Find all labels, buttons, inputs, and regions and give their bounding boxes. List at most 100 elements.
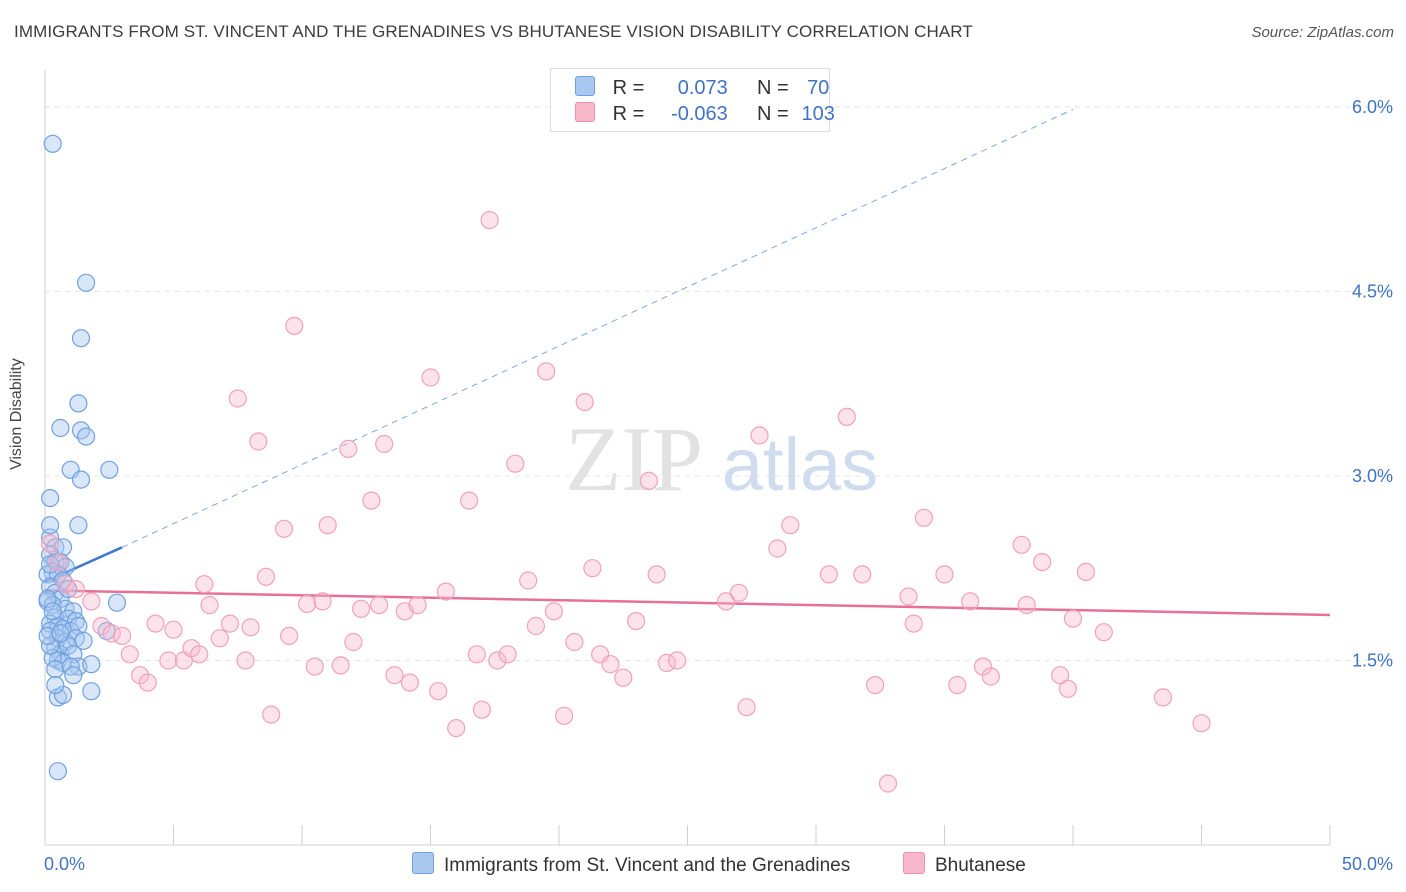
point-immigrants [69, 394, 88, 413]
point-bhutanese [228, 389, 247, 408]
point-bhutanese [447, 718, 466, 738]
legend-r-label: R = [612, 77, 645, 99]
point-bhutanese [131, 666, 150, 685]
point-bhutanese [639, 471, 659, 490]
point-bhutanese [352, 599, 371, 618]
point-bhutanese [331, 656, 350, 675]
point-bhutanese [472, 700, 491, 719]
legend-n-value: 103 [801, 103, 835, 125]
bottom-legend-item-immigrants: Immigrants from St. Vincent and the Gren… [412, 852, 850, 877]
legend-r-value: -0.063 [671, 103, 728, 125]
point-bhutanese [298, 594, 317, 614]
point-immigrants [100, 460, 119, 479]
trend-line-immigrants [44, 546, 123, 583]
point-bhutanese [82, 592, 101, 611]
bottom-legend-item-bhutanese: Bhutanese [903, 852, 1026, 877]
point-bhutanese [737, 698, 756, 717]
point-bhutanese [961, 592, 980, 611]
x-tick-label: 0.0% [44, 854, 85, 874]
point-bhutanese [1153, 688, 1173, 707]
point-bhutanese [498, 645, 517, 664]
point-bhutanese [781, 516, 800, 535]
point-bhutanese [865, 675, 885, 695]
point-bhutanese [716, 592, 736, 611]
point-bhutanese [241, 618, 260, 637]
point-immigrants [40, 516, 60, 535]
point-bhutanese [375, 434, 394, 454]
point-bhutanese [362, 491, 381, 510]
legend-row-series-1: R = 0.073 N = 70 [575, 76, 842, 102]
point-immigrants [46, 659, 65, 679]
point-bhutanese [647, 565, 666, 584]
point-bhutanese [488, 651, 507, 670]
legend-row-series-2: R = -0.063 N = 103 [575, 102, 842, 128]
legend-swatch-blue [575, 76, 595, 96]
point-bhutanese [601, 655, 620, 674]
point-bhutanese [506, 454, 525, 473]
point-bhutanese [819, 565, 839, 584]
point-bhutanese [626, 611, 646, 631]
watermark: ZIP atlas [565, 408, 878, 510]
y-tick-label: 3.0% [1352, 466, 1393, 486]
point-bhutanese [935, 565, 954, 584]
point-bhutanese [981, 667, 1000, 686]
point-bhutanese [318, 516, 337, 535]
watermark-zip: ZIP [565, 408, 703, 510]
y-axis-label: Vision Disability [8, 358, 25, 470]
point-bhutanese [768, 539, 787, 558]
point-bhutanese [48, 552, 68, 572]
point-immigrants [107, 593, 127, 612]
bottom-legend-swatch-pink [903, 852, 925, 874]
point-immigrants [40, 489, 60, 508]
point-bhutanese [256, 567, 276, 586]
point-bhutanese [914, 508, 934, 527]
point-immigrants [76, 427, 96, 446]
legend-n-label: N = [756, 77, 789, 99]
point-bhutanese [1058, 679, 1078, 698]
point-bhutanese [948, 675, 967, 695]
point-bhutanese [313, 592, 332, 611]
point-bhutanese [480, 211, 499, 230]
point-bhutanese [195, 575, 214, 594]
tick-labels: 1.5% 3.0% 4.5% 6.0% 0.0% 50.0% [44, 97, 1393, 874]
point-bhutanese [1192, 714, 1211, 733]
bottom-legend-label: Bhutanese [935, 855, 1026, 876]
point-bhutanese [220, 614, 240, 633]
point-immigrants [46, 675, 65, 695]
point-immigrants [43, 134, 62, 153]
point-bhutanese [400, 673, 419, 692]
y-tick-label: 4.5% [1352, 281, 1393, 301]
point-bhutanese [164, 620, 183, 639]
data-points [38, 134, 1211, 793]
bottom-legend-label: Immigrants from St. Vincent and the Gren… [444, 855, 851, 876]
point-bhutanese [146, 614, 165, 633]
point-bhutanese [249, 432, 268, 451]
point-bhutanese [66, 579, 85, 599]
point-bhutanese [236, 651, 255, 670]
point-bhutanese [460, 491, 479, 510]
point-bhutanese [1017, 595, 1036, 615]
axes [44, 70, 1331, 846]
point-bhutanese [159, 651, 178, 670]
point-bhutanese [120, 645, 139, 664]
point-bhutanese [729, 583, 749, 602]
legend-r-value: 0.073 [677, 77, 728, 99]
point-bhutanese [544, 602, 564, 621]
point-bhutanese [112, 626, 132, 646]
point-bhutanese [519, 571, 538, 590]
point-bhutanese [280, 626, 299, 646]
point-bhutanese [408, 595, 427, 615]
point-immigrants [82, 655, 101, 674]
y-tick-label: 1.5% [1352, 650, 1393, 670]
point-immigrants [43, 602, 62, 621]
point-bhutanese [668, 651, 687, 670]
point-bhutanese [385, 666, 404, 685]
point-immigrants [69, 516, 88, 535]
point-bhutanese [344, 632, 363, 652]
point-bhutanese [92, 616, 111, 636]
point-bhutanese [467, 645, 486, 664]
point-bhutanese [1063, 609, 1083, 628]
point-bhutanese [565, 632, 584, 652]
point-immigrants [51, 418, 70, 438]
